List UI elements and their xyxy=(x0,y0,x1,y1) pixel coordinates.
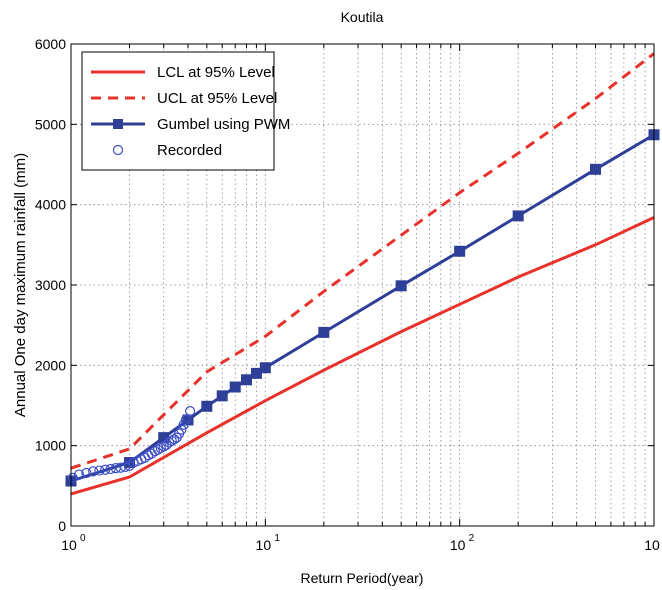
recorded-point xyxy=(178,419,189,430)
series-line-2 xyxy=(70,133,655,483)
legend-label-0: LCL at 95% Level xyxy=(157,64,275,81)
gumbel-marker xyxy=(318,326,330,338)
recorded-point xyxy=(184,406,196,417)
gumbel-marker xyxy=(241,374,253,386)
recorded-point xyxy=(176,424,187,435)
recorded-point xyxy=(120,461,131,473)
recorded-point xyxy=(180,414,191,426)
x-tick-exponent: 0 xyxy=(80,533,86,544)
gumbel-marker xyxy=(201,400,213,412)
y-tick-label: 6000 xyxy=(35,36,66,52)
recorded-point xyxy=(81,467,92,479)
legend-marker-2 xyxy=(113,119,123,129)
legend-label-1: UCL at 95% Level xyxy=(157,90,277,107)
x-tick-label: 10 xyxy=(644,537,660,553)
series-line-0 xyxy=(70,216,655,496)
recorded-point xyxy=(73,469,85,480)
gumbel-marker xyxy=(259,362,271,374)
gumbel-marker xyxy=(589,163,601,175)
axes: 0100020003000400050006000100101102103 xyxy=(35,36,660,553)
gumbel-marker xyxy=(395,280,407,292)
legend: LCL at 95% Level UCL at 95% Level Gumbel u… xyxy=(81,51,290,171)
recorded-point xyxy=(88,466,99,477)
recorded-point xyxy=(164,437,175,448)
legend-label-2: Gumbel using PWM xyxy=(157,116,290,133)
x-tick-label: 10 xyxy=(256,537,272,553)
x-tick-exponent: 2 xyxy=(469,533,475,544)
recorded-point xyxy=(105,463,116,475)
recorded-point xyxy=(155,442,166,454)
recorded-point xyxy=(100,464,111,475)
gumbel-marker xyxy=(250,367,262,379)
legend-label-3: Recorded xyxy=(157,142,222,159)
y-tick-label: 1000 xyxy=(35,438,66,454)
legend-marker-3 xyxy=(112,144,124,156)
grid xyxy=(71,44,654,526)
y-tick-label: 0 xyxy=(58,518,66,534)
y-tick-label: 4000 xyxy=(35,197,66,213)
chart-title: Koutila xyxy=(341,9,384,25)
y-axis-label: Annual One day maximum rainfall (mm) xyxy=(12,153,29,417)
series-line-1 xyxy=(70,52,655,470)
x-tick-exponent: 1 xyxy=(274,533,280,544)
x-axis-label: Return Period(year) xyxy=(301,570,424,586)
gumbel-marker xyxy=(454,245,466,257)
y-tick-label: 2000 xyxy=(35,357,66,373)
recorded-point xyxy=(94,465,105,476)
x-tick-label: 10 xyxy=(450,537,466,553)
y-tick-label: 5000 xyxy=(35,116,66,132)
recorded-point xyxy=(166,435,177,446)
recorded-point xyxy=(67,472,78,483)
x-tick-label: 10 xyxy=(61,537,77,553)
gumbel-marker xyxy=(512,210,524,222)
y-tick-label: 3000 xyxy=(35,277,66,293)
gumbel-marker xyxy=(229,381,241,393)
gumbel-marker xyxy=(216,390,228,402)
